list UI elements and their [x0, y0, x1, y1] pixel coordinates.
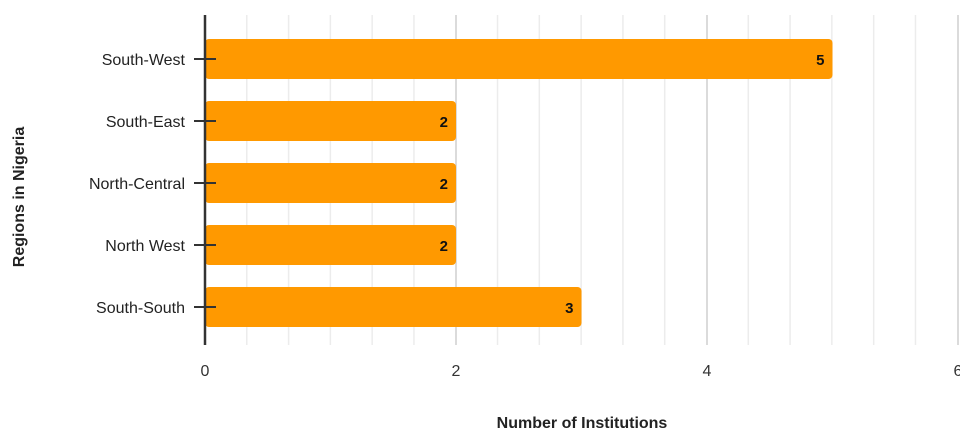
bar	[205, 39, 833, 79]
x-axis-title: Number of Institutions	[497, 415, 668, 430]
data-label: 2	[440, 114, 448, 131]
bars: 5 2 2 2 3	[205, 39, 833, 327]
axis-lines	[194, 15, 216, 345]
category-label: South-East	[106, 114, 186, 131]
x-tick-label: 4	[703, 363, 712, 380]
data-label: 3	[565, 300, 573, 317]
bar	[205, 287, 582, 327]
data-label: 5	[816, 52, 824, 69]
category-labels: South-West South-East North-Central North W…	[89, 52, 186, 317]
x-tick-label: 6	[954, 363, 960, 380]
category-label: South-South	[96, 300, 185, 317]
category-label: North West	[105, 238, 185, 255]
bar	[205, 101, 456, 141]
tick-labels: 0 2 4 6	[201, 363, 960, 380]
category-label: North-Central	[89, 176, 185, 193]
category-label: South-West	[102, 52, 186, 69]
data-label: 2	[440, 176, 448, 193]
bar	[205, 225, 456, 265]
bar	[205, 163, 456, 203]
x-tick-label: 0	[201, 363, 210, 380]
data-label: 2	[440, 238, 448, 255]
x-tick-label: 2	[452, 363, 461, 380]
y-axis-title: Regions in Nigeria	[11, 127, 28, 268]
